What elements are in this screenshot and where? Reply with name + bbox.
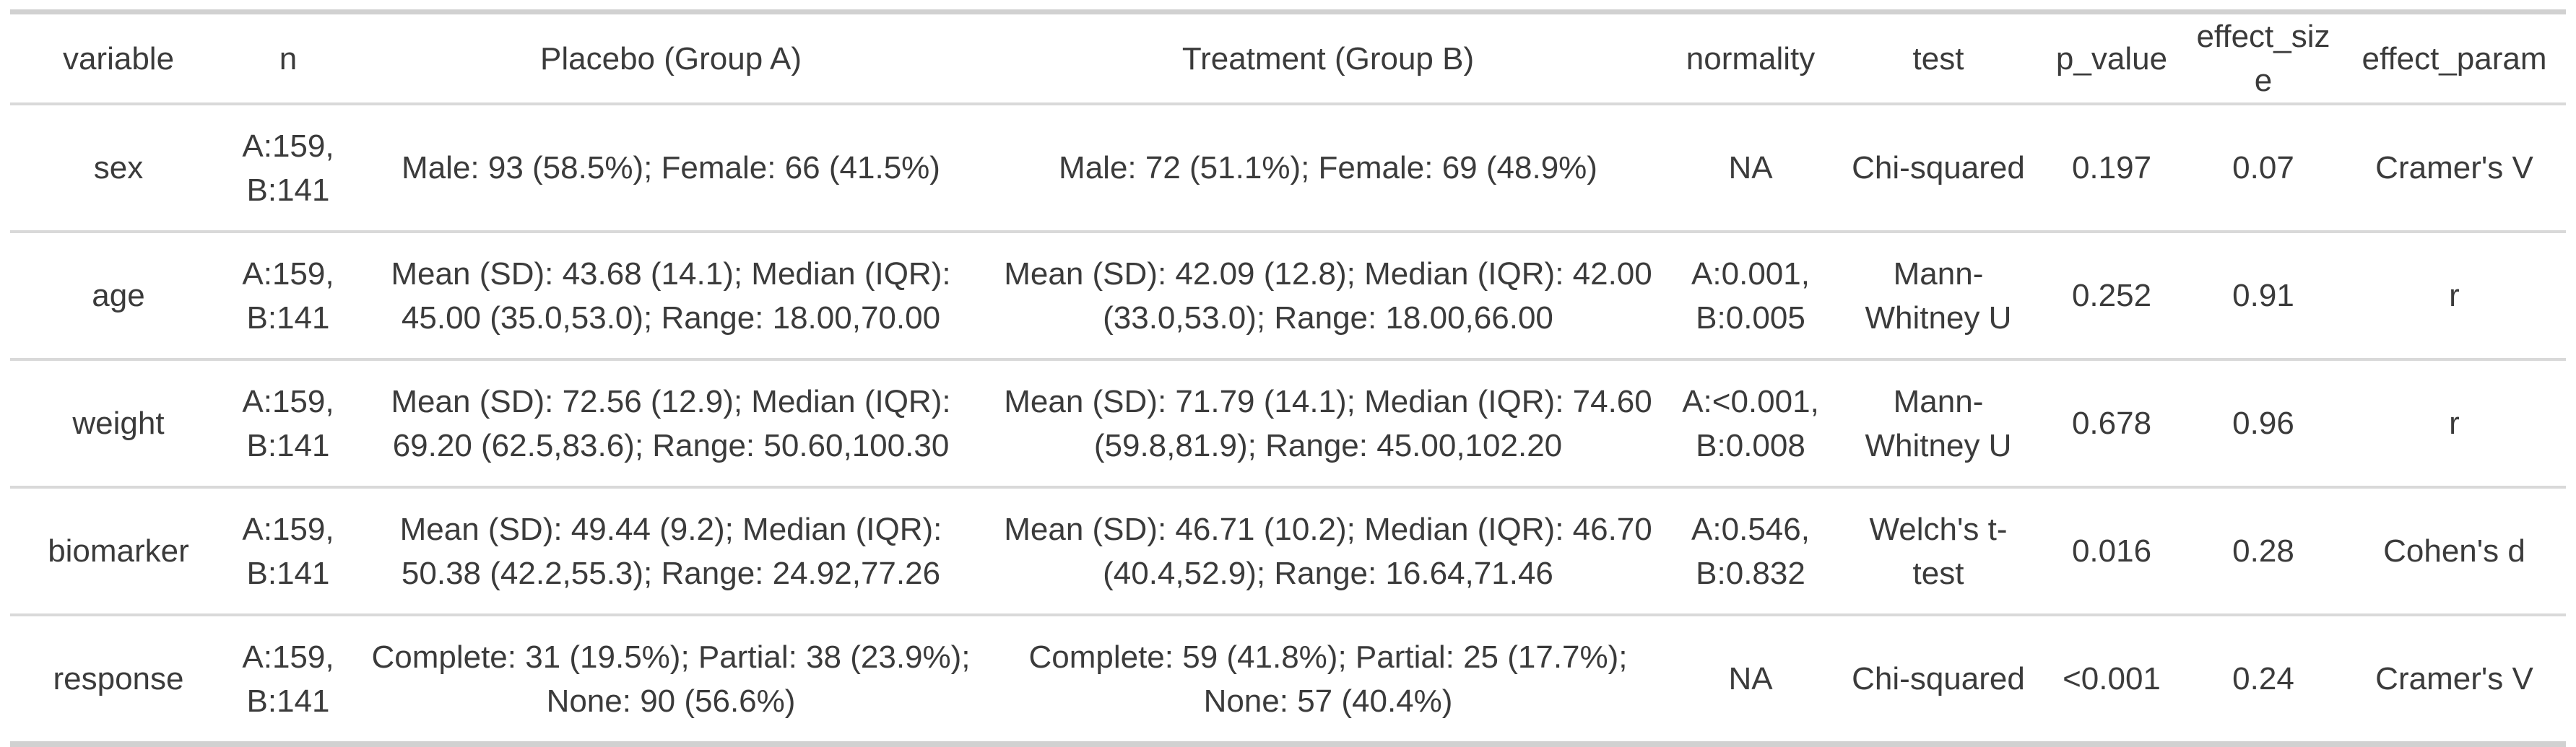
cell-variable: age — [10, 232, 227, 361]
cell-normality: A:0.546, B:0.832 — [1664, 487, 1837, 616]
cell-n: A:159, B:141 — [242, 639, 334, 719]
table-row-biomarker: biomarker A:159, B:141 Mean (SD): 49.44 … — [10, 487, 2566, 616]
table-row-sex: sex A:159, B:141 Male: 93 (58.5%); Femal… — [10, 104, 2566, 233]
cell-placebo: Mean (SD): 43.68 (14.1); Median (IQR): 4… — [350, 232, 992, 361]
column-header-variable: variable — [10, 12, 227, 105]
cell-effect-param: r — [2343, 232, 2566, 361]
cell-normality: A:<0.001, B:0.008 — [1664, 359, 1837, 489]
table-body: sex A:159, B:141 Male: 93 (58.5%); Femal… — [10, 104, 2566, 744]
cell-test: Chi-squared — [1837, 104, 2039, 233]
cell-effect-param: Cramer's V — [2375, 661, 2533, 696]
column-header-normality: normality — [1664, 12, 1837, 105]
cell-placebo: Male: 93 (58.5%); Female: 66 (41.5%) — [350, 104, 992, 233]
cell-normality: A:0.001, B:0.005 — [1664, 232, 1837, 361]
column-header-test: test — [1837, 12, 2039, 105]
cell-test: Chi-squared — [1852, 661, 2025, 696]
table-header: variable n Placebo (Group A) Treatment (… — [10, 12, 2566, 105]
cell-treatment: Male: 72 (51.1%); Female: 69 (48.9%) — [992, 104, 1664, 233]
cell-placebo: Mean (SD): 49.44 (9.2); Median (IQR): 50… — [350, 487, 992, 616]
cell-treatment: Mean (SD): 42.09 (12.8); Median (IQR): 4… — [992, 232, 1664, 361]
cell-treatment: Mean (SD): 71.79 (14.1); Median (IQR): 7… — [992, 359, 1664, 489]
column-header-p-value: p_value — [2039, 12, 2184, 105]
cell-effect-size: 0.07 — [2184, 104, 2343, 233]
column-header-n: n — [227, 12, 350, 105]
cell-p-value: 0.252 — [2039, 232, 2184, 361]
cell-treatment: Complete: 59 (41.8%); Partial: 25 (17.7%… — [1028, 639, 1628, 719]
cell-effect-param: r — [2343, 359, 2566, 489]
cell-effect-size: 0.28 — [2184, 487, 2343, 616]
cell-n: A:159, B:141 — [227, 104, 350, 233]
cell-test: Mann-Whitney U — [1837, 359, 2039, 489]
table-row-response: response A:159, B:141 Complete: 31 (19.5… — [10, 615, 2566, 744]
cell-p-value: 0.197 — [2039, 104, 2184, 233]
cell-n: A:159, B:141 — [227, 232, 350, 361]
cell-effect-size: 0.91 — [2184, 232, 2343, 361]
cell-effect-size: 0.24 — [2232, 661, 2294, 696]
cell-test: Welch's t-test — [1837, 487, 2039, 616]
cell-effect-param: Cramer's V — [2343, 104, 2566, 233]
cell-treatment: Mean (SD): 46.71 (10.2); Median (IQR): 4… — [992, 487, 1664, 616]
column-header-placebo: Placebo (Group A) — [350, 12, 992, 105]
cell-variable: weight — [10, 359, 227, 489]
cell-p-value: 0.678 — [2039, 359, 2184, 489]
cell-placebo: Complete: 31 (19.5%); Partial: 38 (23.9%… — [371, 639, 971, 719]
cell-variable: biomarker — [10, 487, 227, 616]
cell-test: Mann-Whitney U — [1837, 232, 2039, 361]
cell-variable: response — [53, 661, 184, 696]
cell-p-value: <0.001 — [2063, 661, 2161, 696]
column-header-effect-size: effect_size — [2184, 12, 2343, 105]
cell-placebo: Mean (SD): 72.56 (12.9); Median (IQR): 6… — [350, 359, 992, 489]
table-row-age: age A:159, B:141 Mean (SD): 43.68 (14.1)… — [10, 232, 2566, 361]
cell-effect-size: 0.96 — [2184, 359, 2343, 489]
column-header-effect-param: effect_param — [2343, 12, 2566, 105]
cell-n: A:159, B:141 — [227, 487, 350, 616]
results-table: variable n Placebo (Group A) Treatment (… — [10, 9, 2566, 747]
cell-variable: sex — [10, 104, 227, 233]
cell-effect-param: Cohen's d — [2343, 487, 2566, 616]
column-header-treatment: Treatment (Group B) — [992, 12, 1664, 105]
cell-normality: NA — [1728, 661, 1773, 696]
table-header-row: variable n Placebo (Group A) Treatment (… — [10, 12, 2566, 105]
cell-normality: NA — [1664, 104, 1837, 233]
table-row-weight: weight A:159, B:141 Mean (SD): 72.56 (12… — [10, 359, 2566, 489]
cell-p-value: 0.016 — [2039, 487, 2184, 616]
cell-n: A:159, B:141 — [227, 359, 350, 489]
